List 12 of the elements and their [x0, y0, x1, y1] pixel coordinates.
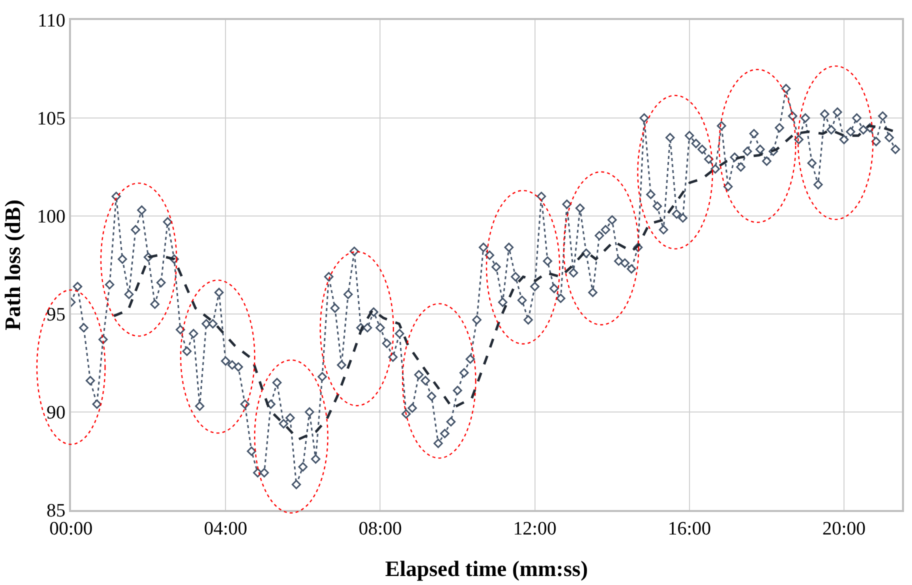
y-tick-label: 100: [36, 206, 66, 228]
x-tick-label: 04:00: [204, 518, 248, 540]
x-axis-title: Elapsed time (mm:ss): [385, 556, 588, 581]
x-tick-label: 20:00: [822, 518, 866, 540]
y-tick-label: 110: [38, 10, 66, 32]
y-tick-label: 90: [46, 402, 66, 424]
y-tick-label: 95: [46, 304, 66, 326]
y-axis-title: Path loss (dB): [0, 200, 25, 330]
y-tick-label: 105: [36, 108, 66, 130]
x-tick-label: 08:00: [358, 518, 402, 540]
x-tick-label: 16:00: [668, 518, 712, 540]
x-tick-label: 12:00: [513, 518, 556, 540]
